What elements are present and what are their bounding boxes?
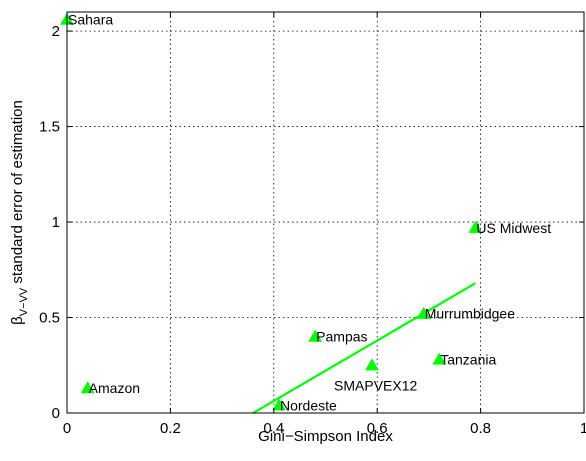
- fit-line-group: [252, 282, 476, 414]
- y-axis-label: βV−VV standard error of estimation: [9, 100, 30, 325]
- data-point-label: Murrumbidgee: [425, 306, 515, 322]
- data-point-label: Sahara: [68, 12, 113, 28]
- y-axis-label-prefix: β: [9, 316, 26, 325]
- data-point-marker: [80, 381, 95, 394]
- x-tick-label: 1: [580, 420, 586, 437]
- data-points: Sahara Amazon Nordeste Pampas SMAPVEX12 Murru…: [60, 12, 551, 413]
- y-tick-label: 2: [52, 23, 60, 40]
- data-point-marker: [308, 329, 323, 342]
- data-point-label: Tanzania: [440, 352, 496, 368]
- data-point-label: Pampas: [316, 329, 367, 345]
- x-tick-label: 0.2: [160, 420, 181, 437]
- y-axis-label-subscript: V−VV: [18, 287, 30, 316]
- data-point-marker: [432, 352, 447, 365]
- plot-frame: [66, 11, 585, 414]
- x-tick-label: 0.6: [367, 420, 388, 437]
- data-point-label: US Midwest: [476, 220, 551, 236]
- data-point-marker: [365, 358, 379, 371]
- data-point-label: Nordeste: [280, 397, 337, 413]
- axis-ticks: 0 0.2 0.4 0.6 0.8 1 0 0.5 1 1.5 2: [39, 12, 586, 437]
- fit-line: [252, 282, 476, 414]
- x-tick-label: 0.8: [470, 420, 491, 437]
- data-point-marker: [416, 306, 431, 319]
- y-tick-label: 0.5: [39, 310, 60, 327]
- x-tick-label: 0.4: [263, 420, 284, 437]
- y-tick-label: 1.5: [39, 119, 60, 136]
- grid-lines: [67, 12, 584, 413]
- data-point-marker: [272, 398, 286, 411]
- y-tick-label: 1: [52, 214, 60, 231]
- data-point-marker: [468, 220, 483, 233]
- x-tick-label: 0: [63, 420, 71, 437]
- data-point-label: SMAPVEX12: [334, 377, 417, 393]
- y-tick-label: 0: [52, 405, 60, 422]
- y-axis-label-suffix: standard error of estimation: [9, 100, 26, 288]
- data-point-label: Amazon: [89, 380, 140, 396]
- x-axis-label: Gini−Simpson Index: [258, 428, 393, 445]
